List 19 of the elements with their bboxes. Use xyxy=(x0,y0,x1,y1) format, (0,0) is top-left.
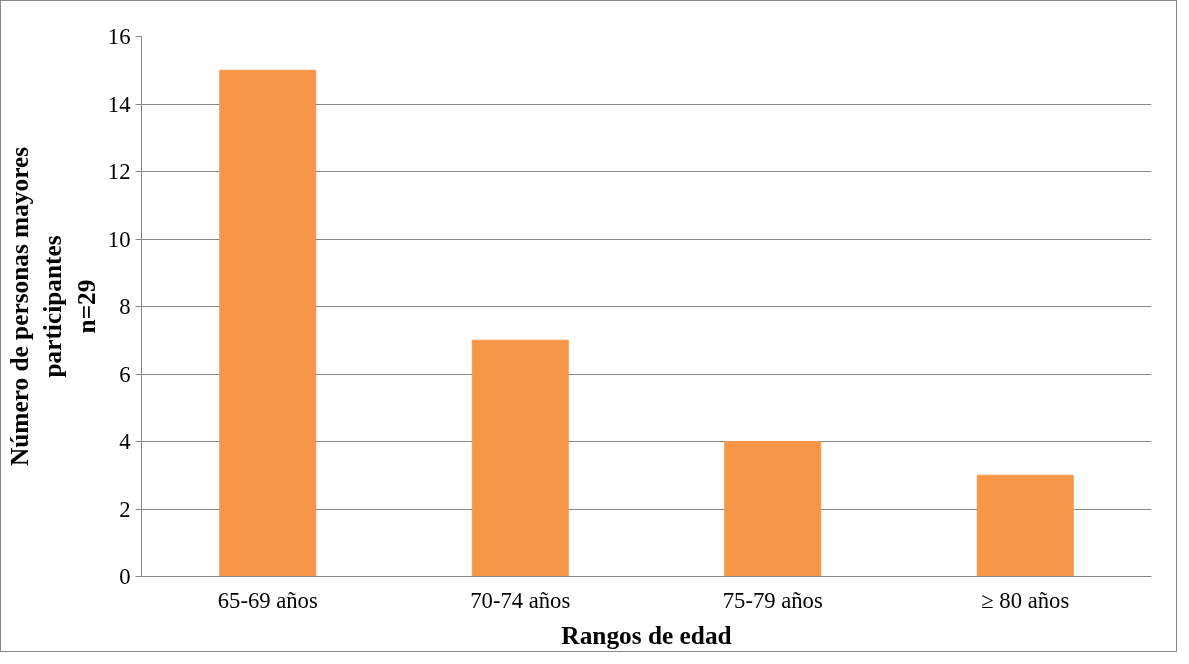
y-tick-label: 8 xyxy=(119,294,131,319)
x-tick-label: 70-74 años xyxy=(470,587,571,613)
x-tick-label: 65-69 años xyxy=(217,587,318,613)
y-tick-label: 16 xyxy=(107,24,131,49)
y-tick-label: 12 xyxy=(107,159,131,184)
y-tick-label: 0 xyxy=(119,564,131,589)
bar xyxy=(219,69,317,577)
x-axis-title: Rangos de edad xyxy=(561,620,732,649)
bar xyxy=(976,474,1074,577)
bar xyxy=(724,441,822,577)
y-tick-label: 6 xyxy=(119,361,131,387)
x-tick-label: 75-79 años xyxy=(722,587,823,613)
bar xyxy=(471,339,569,577)
x-tick-label: ≥ 80 años xyxy=(981,587,1070,613)
y-tick-label: 2 xyxy=(119,496,131,522)
y-tick-label: 14 xyxy=(107,91,131,117)
y-axis-title: Número de personas mayores participantes n=29 xyxy=(4,146,100,467)
y-tick-label: 4 xyxy=(119,429,131,454)
y-tick-label: 10 xyxy=(107,226,131,252)
